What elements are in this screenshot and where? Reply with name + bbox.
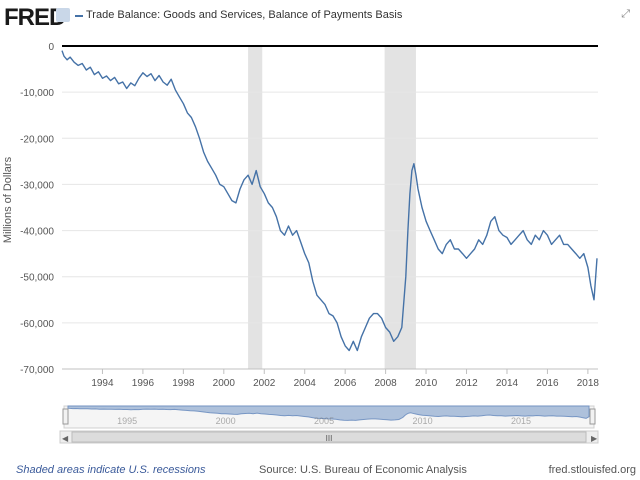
navigator-year-label: 2000 xyxy=(216,416,236,426)
x-tick-label: 2008 xyxy=(374,378,397,389)
navigator-year-label: 2010 xyxy=(413,416,433,426)
recession-band-0 xyxy=(248,46,263,369)
navigator-year-label: 2005 xyxy=(314,416,334,426)
navigator-year-label: 2015 xyxy=(511,416,531,426)
x-tick-label: 1994 xyxy=(91,378,114,389)
navigator-right-handle[interactable] xyxy=(589,408,596,425)
plot-area xyxy=(62,46,598,369)
recessions-note: Shaded areas indicate U.S. recessions xyxy=(16,464,206,476)
y-axis-label: Millions of Dollars xyxy=(2,156,14,244)
scroll-left-arrow-icon[interactable]: ◀ xyxy=(62,434,69,443)
y-tick-label: 0 xyxy=(48,42,54,53)
navigator-left-handle[interactable] xyxy=(62,408,69,425)
x-tick-label: 2014 xyxy=(496,378,519,389)
expand-icon[interactable]: ⤢ xyxy=(621,8,630,20)
y-tick-label: -40,000 xyxy=(20,227,54,238)
y-tick-label: -50,000 xyxy=(20,273,54,284)
fred-logo[interactable]: FRED xyxy=(4,4,66,31)
x-tick-label: 2002 xyxy=(253,378,276,389)
chart-canvas: 0 -10,000 -20,000 -30,000 -40,000 -50,000 -60,… xyxy=(20,42,600,444)
y-tick-label: -60,000 xyxy=(20,319,54,330)
x-tick-label: 1998 xyxy=(172,378,195,389)
navigator-year-label: 1995 xyxy=(117,416,137,426)
x-tick-label: 2016 xyxy=(536,378,559,389)
scroll-right-arrow-icon[interactable]: ▶ xyxy=(591,434,598,443)
navigator-series xyxy=(67,405,590,421)
site-link[interactable]: fred.stlouisfed.org xyxy=(548,464,636,476)
y-tick-label: -10,000 xyxy=(20,88,54,99)
x-tick-label: 2000 xyxy=(213,378,236,389)
scrollbar-grip[interactable]: III xyxy=(326,434,333,443)
scrollbar-thumb[interactable] xyxy=(71,431,587,443)
x-tick-label: 2010 xyxy=(415,378,438,389)
chart-footer: Shaded areas indicate U.S. recessions So… xyxy=(0,460,640,480)
series-line xyxy=(61,50,598,352)
x-tick-label: 2004 xyxy=(294,378,317,389)
y-tick-label: -20,000 xyxy=(20,134,54,145)
x-tick-label: 2012 xyxy=(455,378,478,389)
x-tick-label: 2006 xyxy=(334,378,357,389)
source-note: Source: U.S. Bureau of Economic Analysis xyxy=(259,464,467,476)
chart-title: Trade Balance: Goods and Services, Balan… xyxy=(86,9,403,21)
x-tick-label: 2018 xyxy=(577,378,600,389)
chart-header: FRED Trade Balance: Goods and Services, … xyxy=(0,0,640,40)
y-tick-label: -30,000 xyxy=(20,180,54,191)
series-legend-line xyxy=(75,15,83,17)
fred-chart-logo-icon xyxy=(56,8,70,22)
recession-band-1 xyxy=(384,46,416,369)
x-tick-label: 1996 xyxy=(132,378,155,389)
y-tick-label: -70,000 xyxy=(20,365,54,376)
